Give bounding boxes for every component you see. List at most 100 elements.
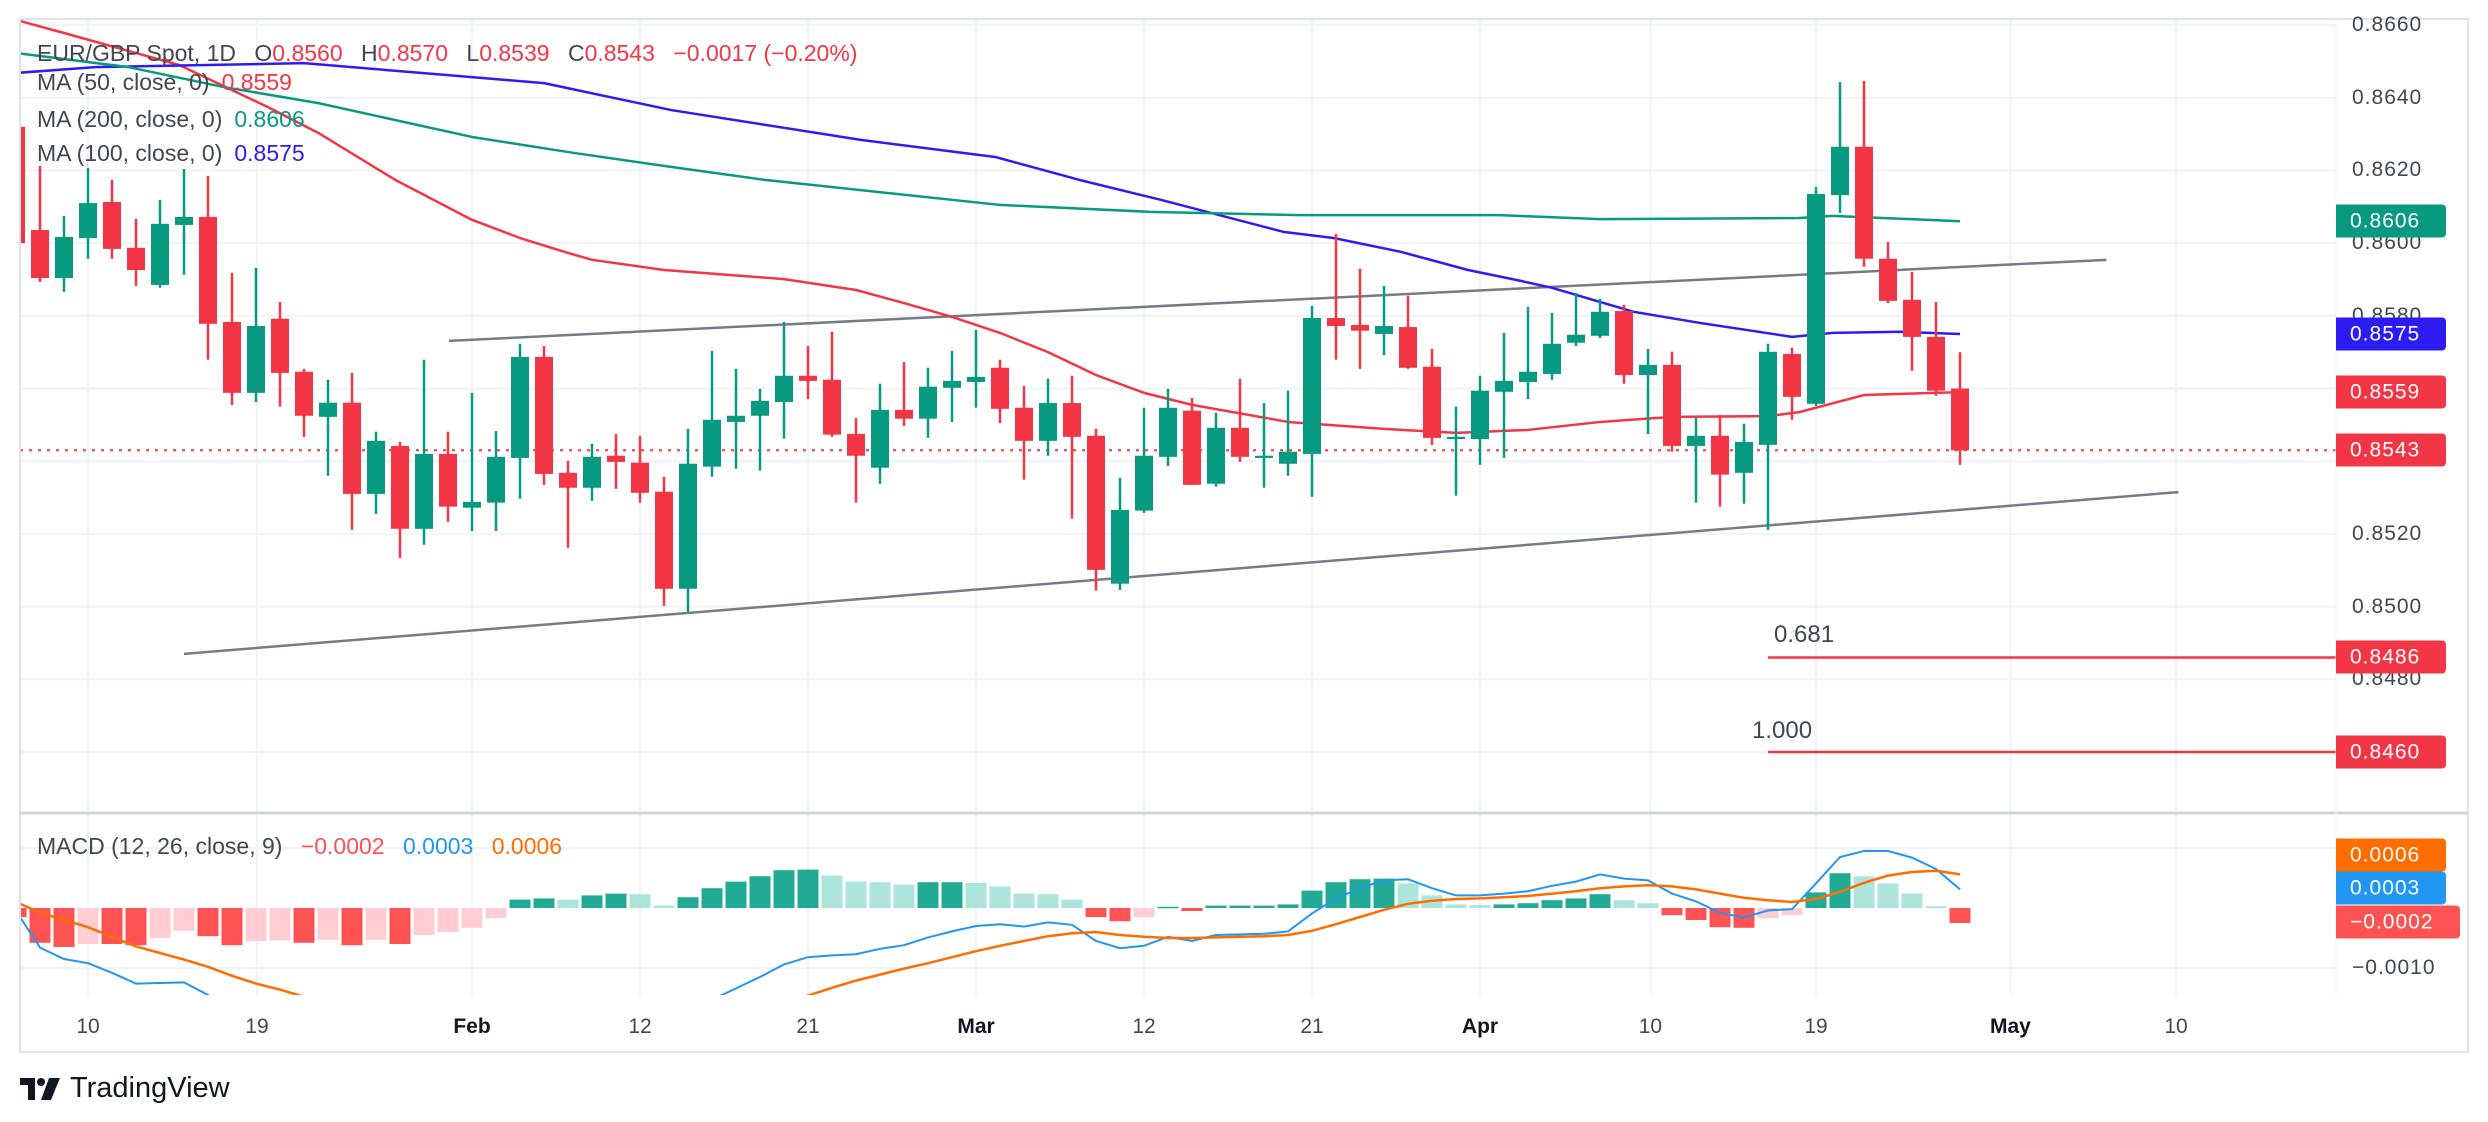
moving-average-line-ma50[interactable] <box>16 19 1961 435</box>
candle[interactable] <box>391 441 409 558</box>
candle[interactable] <box>799 345 817 400</box>
candle[interactable] <box>55 215 73 292</box>
candle[interactable] <box>367 431 385 514</box>
macd-signal-line[interactable] <box>16 869 1961 1038</box>
candle[interactable] <box>1471 375 1489 465</box>
macd-pane[interactable] <box>6 850 1971 1058</box>
trendline[interactable] <box>183 490 2179 656</box>
candle[interactable] <box>1735 423 1753 504</box>
candle[interactable] <box>1711 415 1729 507</box>
candle[interactable] <box>1495 332 1513 458</box>
candle[interactable] <box>607 433 625 489</box>
candle[interactable] <box>559 460 577 548</box>
candle[interactable] <box>1135 407 1153 513</box>
moving-average-line-ma200[interactable] <box>16 52 1961 223</box>
candle[interactable] <box>1063 375 1081 519</box>
fib-level-label[interactable]: 0.681 <box>1774 621 1835 648</box>
candle[interactable] <box>727 368 745 469</box>
candle[interactable] <box>247 267 265 402</box>
candle[interactable] <box>415 359 433 545</box>
candle[interactable] <box>1375 285 1393 356</box>
candle[interactable] <box>1207 412 1225 487</box>
candle[interactable] <box>1231 378 1249 462</box>
candle[interactable] <box>1111 477 1129 590</box>
candle[interactable] <box>967 329 985 408</box>
candle[interactable] <box>343 372 361 530</box>
candle[interactable] <box>1327 234 1345 360</box>
candle[interactable] <box>1759 343 1777 530</box>
candle[interactable] <box>1183 397 1201 485</box>
candle[interactable] <box>631 435 649 503</box>
candle[interactable] <box>1543 312 1561 380</box>
candle[interactable] <box>1519 306 1537 400</box>
candle[interactable] <box>919 367 937 438</box>
candle[interactable] <box>751 388 769 471</box>
candle[interactable] <box>1039 378 1057 456</box>
candle[interactable] <box>535 345 553 485</box>
candle[interactable] <box>1663 351 1681 452</box>
candle[interactable] <box>439 431 457 522</box>
candle[interactable] <box>1087 428 1105 591</box>
candle[interactable] <box>1639 348 1657 434</box>
candle[interactable] <box>1831 82 1849 213</box>
candle[interactable] <box>1159 388 1177 466</box>
candle[interactable] <box>1279 390 1297 476</box>
candle[interactable] <box>847 417 865 503</box>
candle[interactable] <box>1015 385 1033 480</box>
candle[interactable] <box>1855 80 1873 267</box>
candle[interactable] <box>655 476 673 606</box>
candle[interactable] <box>1423 348 1441 445</box>
ma100-legend[interactable]: MA (100, close, 0) 0.8575 <box>37 138 305 168</box>
candle[interactable] <box>7 116 25 250</box>
candle[interactable] <box>463 392 481 531</box>
candle[interactable] <box>223 272 241 405</box>
candle[interactable] <box>1615 304 1633 384</box>
candle[interactable] <box>1903 271 1921 371</box>
macd-line[interactable] <box>16 850 1961 1058</box>
candle[interactable] <box>31 166 49 282</box>
candle[interactable] <box>583 443 601 501</box>
tradingview-logo[interactable]: TradingView <box>20 1072 230 1105</box>
candle[interactable] <box>271 301 289 407</box>
candle[interactable] <box>487 431 505 531</box>
candle[interactable] <box>871 383 889 484</box>
candle[interactable] <box>1807 186 1825 406</box>
ma50-legend[interactable]: MA (50, close, 0) 0.8559 <box>37 67 292 97</box>
candle[interactable] <box>1879 242 1897 304</box>
candle[interactable] <box>175 168 193 275</box>
candle[interactable] <box>1255 403 1273 488</box>
candle[interactable] <box>1927 301 1945 396</box>
candle[interactable] <box>511 343 529 499</box>
price-pane[interactable] <box>7 19 2336 754</box>
candle[interactable] <box>151 199 169 288</box>
candle[interactable] <box>1591 298 1609 338</box>
candle[interactable] <box>1951 352 1969 465</box>
candle[interactable] <box>895 361 913 426</box>
fib-level-label[interactable]: 1.000 <box>1752 717 1813 744</box>
candle[interactable] <box>1399 295 1417 369</box>
candle[interactable] <box>1687 417 1705 503</box>
candle[interactable] <box>1567 292 1585 346</box>
candle[interactable] <box>103 179 121 259</box>
candle[interactable] <box>199 175 217 360</box>
candle[interactable] <box>1783 347 1801 420</box>
ma200-legend[interactable]: MA (200, close, 0) 0.8606 <box>37 104 305 134</box>
candle[interactable] <box>679 428 697 612</box>
trendline[interactable] <box>448 258 2107 343</box>
candle[interactable] <box>1351 268 1369 369</box>
candle[interactable] <box>775 321 793 439</box>
symbol-title[interactable]: EUR/GBP Spot, 1D <box>37 40 236 66</box>
candle[interactable] <box>79 167 97 259</box>
moving-average-line-ma100[interactable] <box>16 61 1961 339</box>
candle[interactable] <box>991 359 1009 424</box>
candle[interactable] <box>1447 406 1465 496</box>
candle[interactable] <box>703 350 721 477</box>
candle[interactable] <box>823 331 841 437</box>
candle[interactable] <box>295 368 313 437</box>
candle[interactable] <box>127 218 145 286</box>
macd-legend[interactable]: MACD (12, 26, close, 9) −0.0002 0.0003 0… <box>37 831 562 861</box>
candle[interactable] <box>1303 305 1321 497</box>
candle[interactable] <box>943 350 961 422</box>
candle[interactable] <box>319 379 337 476</box>
